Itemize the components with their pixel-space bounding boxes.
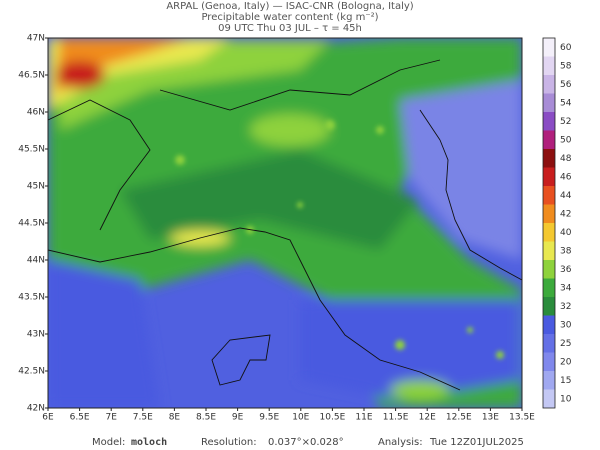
lon-label: 6.5E <box>70 413 90 423</box>
colorbar-cell <box>543 260 555 279</box>
lat-label: 44.5N <box>18 219 45 229</box>
colorbar-cell <box>543 297 555 316</box>
colorbar-label: 36 <box>560 265 572 275</box>
lon-label: 7.5E <box>133 413 153 423</box>
colorbar-cell <box>543 334 555 353</box>
header-line: 09 UTC Thu 03 JUL – τ = 45h <box>218 23 362 34</box>
lat-label: 43N <box>27 330 45 340</box>
colorbar-cell <box>543 186 555 205</box>
colorbar-label: 34 <box>560 283 572 293</box>
colorbar-cell <box>543 130 555 149</box>
colorbar-cell <box>543 75 555 94</box>
lon-label: 7E <box>105 413 117 423</box>
colorbar-label: 32 <box>560 302 571 312</box>
colorbar-label: 60 <box>560 43 572 53</box>
colorbar-cell <box>543 241 555 260</box>
lon-label: 10E <box>292 413 309 423</box>
lon-label: 8.5E <box>196 413 216 423</box>
colorbar-cell <box>543 371 555 390</box>
lon-label: 9E <box>232 413 244 423</box>
colorbar-cell <box>543 223 555 242</box>
lat-label: 45.5N <box>18 145 45 155</box>
lat-label: 47N <box>27 34 45 44</box>
colorbar-label: 54 <box>560 98 572 108</box>
colorbar-cell <box>543 352 555 371</box>
lon-label: 6E <box>42 413 54 423</box>
lon-label: 13.5E <box>509 413 535 423</box>
lon-label: 8E <box>169 413 181 423</box>
colorbar-label: 56 <box>560 80 572 90</box>
colorbar-label: 52 <box>560 117 571 127</box>
lon-label: 13E <box>482 413 499 423</box>
lon-label: 12.5E <box>446 413 472 423</box>
colorbar-cell <box>543 167 555 186</box>
colorbar-label: 42 <box>560 209 571 219</box>
colorbar-frame <box>542 37 556 409</box>
lat-label: 45N <box>27 182 45 192</box>
colorbar-cell <box>543 93 555 112</box>
lon-label: 11E <box>355 413 372 423</box>
footer-value: Tue 12Z01JUL2025 <box>429 437 524 448</box>
lat-label: 46.5N <box>18 71 45 81</box>
colorbar-label: 50 <box>560 135 572 145</box>
colorbar-label: 25 <box>560 339 571 349</box>
colorbar-label: 58 <box>560 61 572 71</box>
colorbar-label: 30 <box>560 320 572 330</box>
map-field <box>48 38 522 408</box>
footer-label: Resolution: <box>201 437 257 448</box>
lon-label: 12E <box>419 413 436 423</box>
colorbar-label: 40 <box>560 228 572 238</box>
footer-label: Analysis: <box>378 437 423 448</box>
colorbar-label: 38 <box>560 246 572 256</box>
colorbar-label: 10 <box>560 394 572 404</box>
lon-label: 9.5E <box>259 413 279 423</box>
header-line: Precipitable water content (kg m⁻²) <box>201 12 378 23</box>
lat-label: 42.5N <box>18 367 45 377</box>
header-line: ARPAL (Genoa, Italy) — ISAC-CNR (Bologna… <box>166 1 413 12</box>
footer-label: Model: <box>92 437 125 448</box>
colorbar-cell <box>543 149 555 168</box>
colorbar-label: 46 <box>560 172 572 182</box>
colorbar-cell <box>543 278 555 297</box>
colorbar-cell <box>543 204 555 223</box>
colorbar-cell <box>543 315 555 334</box>
footer-value: 0.037°×0.028° <box>268 437 344 448</box>
lat-label: 42N <box>27 404 45 414</box>
colorbar-label: 15 <box>560 376 571 386</box>
lat-label: 43.5N <box>18 293 45 303</box>
colorbar-label: 44 <box>560 191 572 201</box>
colorbar-cell <box>543 56 555 75</box>
colorbar-label: 48 <box>560 154 572 164</box>
footer-value: moloch <box>131 437 167 448</box>
lat-label: 46N <box>27 108 45 118</box>
lat-label: 44N <box>27 256 45 266</box>
coastlines <box>48 59 522 391</box>
colorbar-label: 20 <box>560 357 572 367</box>
lon-label: 11.5E <box>383 413 409 423</box>
lon-label: 10.5E <box>320 413 346 423</box>
colorbar-cell <box>543 389 555 408</box>
colorbar-cell <box>543 112 555 131</box>
colorbar-cell <box>543 38 555 57</box>
